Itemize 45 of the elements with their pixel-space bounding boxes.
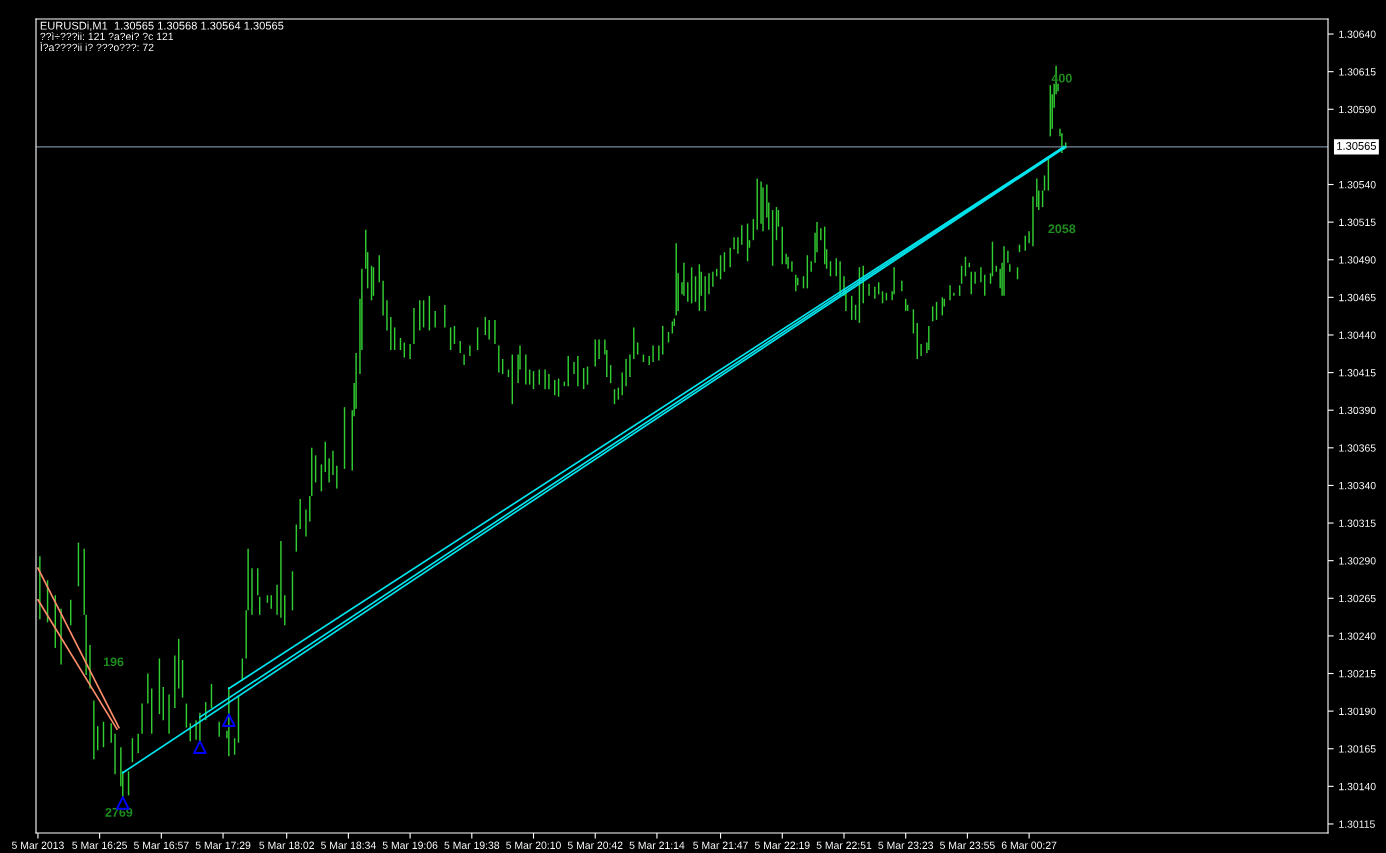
y-tick-label: 1.30240 [1339,632,1376,640]
y-tick-label: 1.30540 [1339,181,1376,189]
y-tick-label: 1.30340 [1339,481,1376,490]
x-tick-label: 5 Mar 17:29 [195,841,251,849]
annotation: 2769 [105,807,133,817]
ref-line-label: 1.30565 [1337,142,1377,150]
x-tick-label: 5 Mar 19:38 [444,841,500,849]
y-tick-label: 1.30440 [1339,331,1376,339]
y-tick-label: 1.30165 [1339,745,1376,753]
y-tick-label: 1.30140 [1339,782,1376,791]
x-tick-label: 5 Mar 23:23 [878,841,934,849]
chart-title: EURUSDi,M1 1.30565 1.30568 1.30564 1.30565 [40,21,284,31]
y-tick-label: 1.30115 [1339,820,1375,828]
y-tick-label: 1.30265 [1339,594,1376,603]
y-tick-label: 1.30515 [1339,218,1376,226]
y-tick-label: 1.30615 [1339,68,1376,76]
y-tick-label: 1.30415 [1339,369,1376,377]
x-tick-label: 5 Mar 19:06 [382,841,438,849]
y-tick-label: 1.30490 [1339,256,1376,264]
annotation: ??ì÷???ii: 121 ?a?ei? ?c 121 [40,32,174,41]
y-tick-label: 1.30465 [1339,293,1376,302]
x-tick-label: 5 Mar 22:51 [816,841,872,849]
x-tick-label: 5 Mar 18:02 [259,841,314,849]
x-tick-label: 5 Mar 21:47 [693,841,748,849]
y-tick-label: 1.30365 [1339,444,1376,452]
y-tick-label: 1.30315 [1339,519,1376,527]
x-tick-label: 5 Mar 20:10 [506,841,561,849]
x-tick-label: 5 Mar 23:55 [940,841,995,849]
y-tick-label: 1.30190 [1339,707,1376,715]
annotation: 2058 [1048,224,1076,234]
annotation: Ì?a????ii i? ???o???: 72 [39,41,154,52]
x-tick-label: 5 Mar 20:42 [567,841,623,849]
y-tick-label: 1.30390 [1339,406,1376,415]
x-tick-label: 5 Mar 18:34 [321,841,376,849]
y-tick-label: 1.30640 [1339,30,1376,38]
x-tick-label: 5 Mar 22:19 [754,841,810,849]
x-tick-label: 5 Mar 21:14 [629,841,685,849]
y-tick-label: 1.30590 [1339,105,1376,114]
y-tick-label: 1.30215 [1339,670,1376,678]
annotation: 196 [103,657,124,667]
x-tick-label: 5 Mar 16:25 [72,841,127,849]
y-tick-label: 1.30290 [1339,557,1376,565]
x-tick-label: 5 Mar 2013 [12,841,64,849]
x-tick-label: 5 Mar 16:57 [133,841,189,849]
x-tick-label: 6 Mar 00:27 [1001,841,1057,849]
